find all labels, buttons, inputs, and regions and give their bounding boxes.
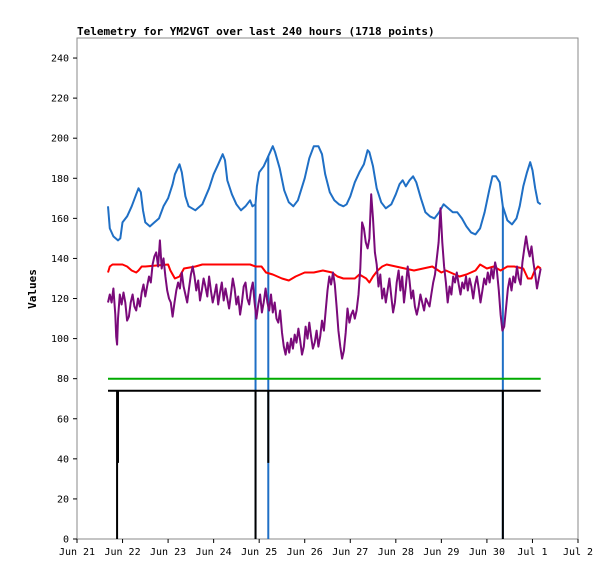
series-1	[107, 145, 542, 539]
y-tick-label: 100	[51, 334, 69, 345]
series-line	[107, 263, 542, 284]
x-tick-label: Jul 2	[563, 547, 593, 558]
series-line	[107, 145, 542, 242]
y-tick-label: 120	[51, 294, 69, 305]
series-5	[108, 389, 541, 539]
x-tick-label: Jun 27	[332, 547, 368, 558]
series-layer	[107, 145, 542, 539]
y-tick-label: 160	[51, 214, 69, 225]
x-tick-label: Jul 1	[517, 547, 547, 558]
x-axis: Jun 21 Jun 22 Jun 23 Jun 24 Jun 25 Jun 26 Jun …	[59, 539, 593, 558]
x-tick-label: Jun 25	[241, 547, 277, 558]
series-line	[107, 193, 542, 360]
x-tick-label: Jun 26	[287, 547, 323, 558]
y-tick-label: 200	[51, 134, 69, 145]
y-tick-label: 40	[57, 454, 69, 465]
y-tick-label: 220	[51, 94, 69, 105]
x-tick-label: Jun 28	[378, 547, 414, 558]
x-tick-label: Jun 21	[59, 547, 95, 558]
y-tick-label: 0	[63, 535, 69, 546]
series-2	[107, 263, 542, 284]
x-tick-label: Jun 23	[150, 547, 186, 558]
y-tick-label: 60	[57, 414, 69, 425]
plot-frame	[76, 37, 579, 540]
series-4	[107, 193, 542, 360]
y-tick-label: 80	[57, 374, 69, 385]
x-tick-label: Jun 29	[423, 547, 459, 558]
y-tick-label: 140	[51, 254, 69, 265]
y-axis: 0 20 40 60 80 100 120 140 160 180 200 220 240	[51, 54, 77, 546]
y-tick-label: 20	[57, 494, 69, 505]
x-tick-label: Jun 22	[104, 547, 140, 558]
y-tick-label: 240	[51, 54, 69, 65]
x-tick-label: Jun 24	[196, 547, 232, 558]
chart-title: Telemetry for YM2VGT over last 240 hours…	[77, 25, 435, 38]
y-tick-label: 180	[51, 174, 69, 185]
y-axis-label: Values	[26, 269, 39, 309]
x-tick-label: Jun 30	[469, 547, 505, 558]
